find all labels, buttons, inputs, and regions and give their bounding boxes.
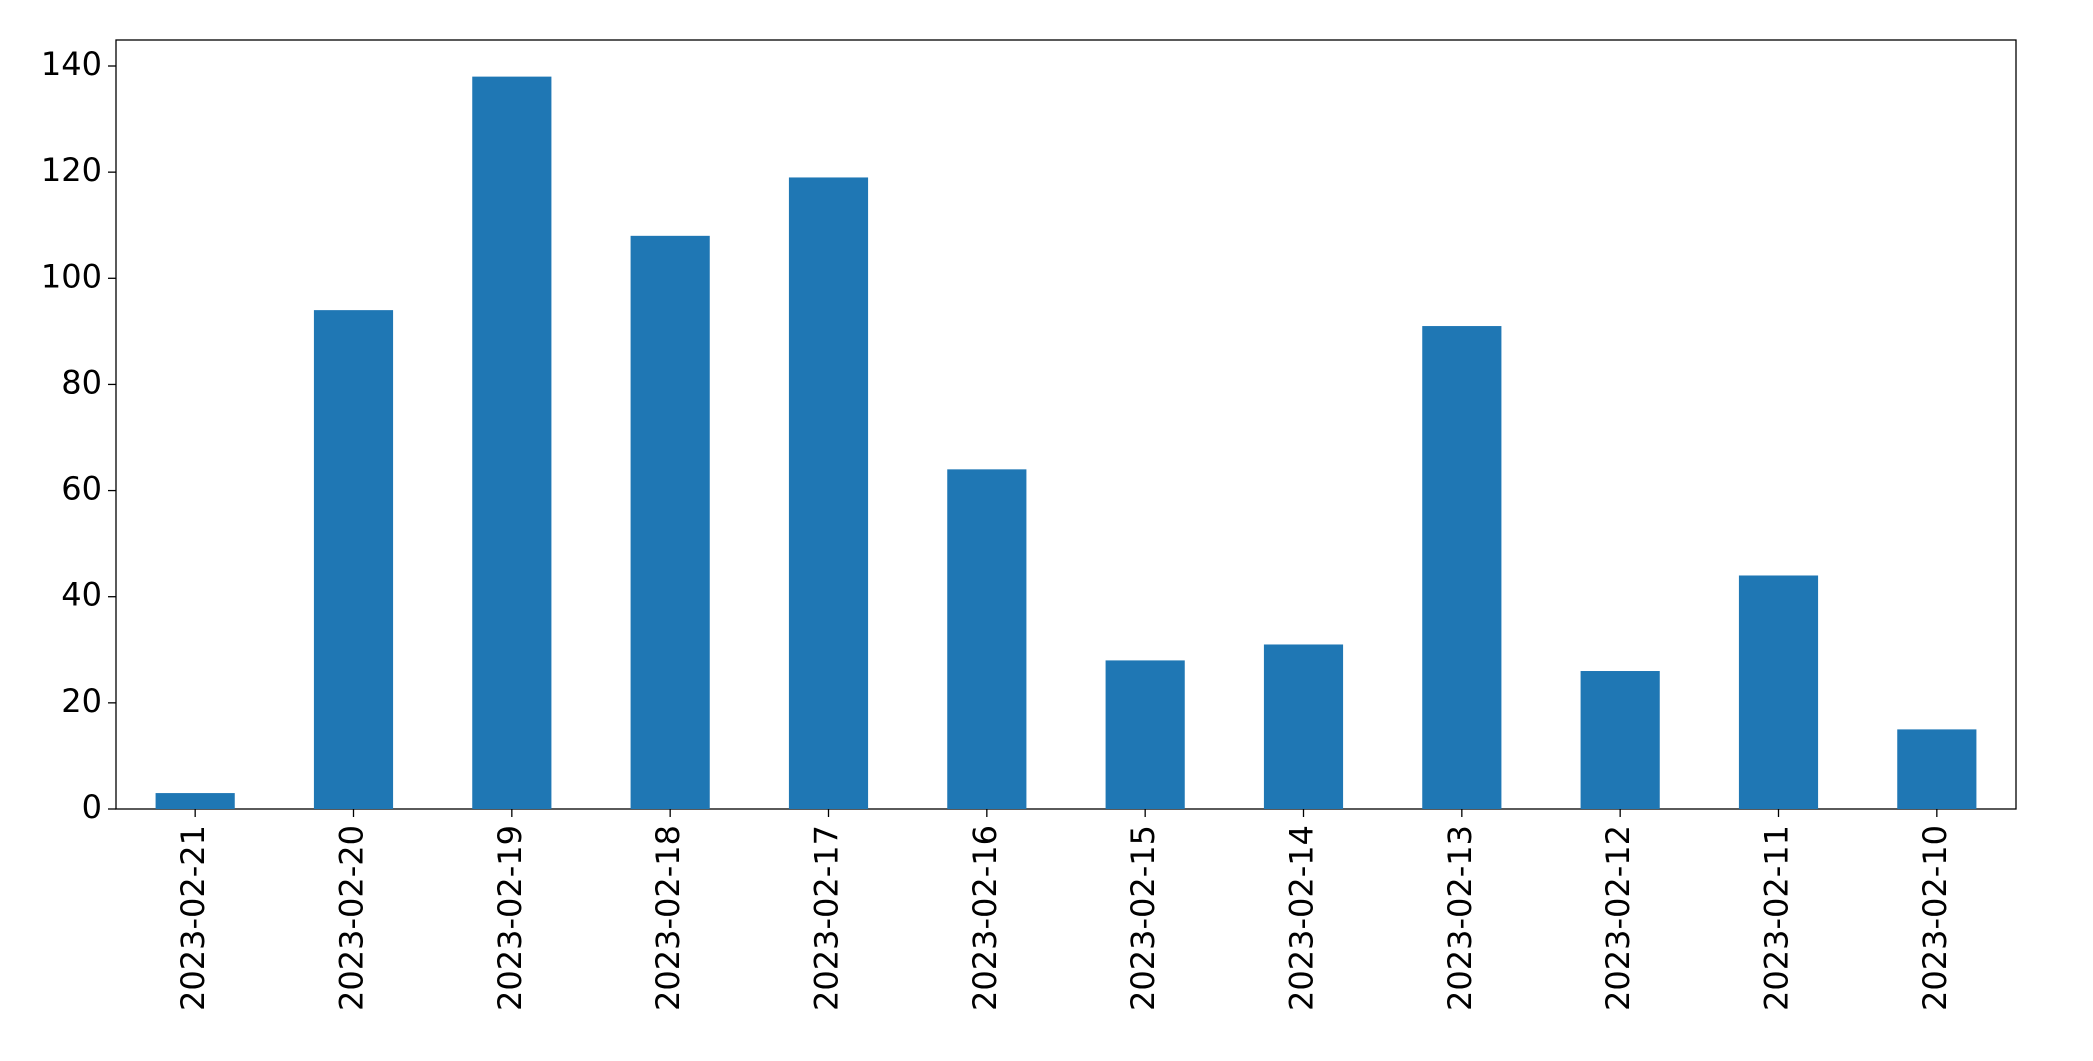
- bar: [947, 469, 1027, 809]
- bar: [1422, 326, 1502, 809]
- bar: [1580, 671, 1660, 809]
- x-tick-label: 2023-02-16: [966, 825, 1004, 1011]
- bar: [1897, 729, 1977, 809]
- x-tick-label: 2023-02-20: [333, 825, 371, 1011]
- bar: [1263, 644, 1344, 809]
- x-tick-label: 2023-02-13: [1441, 825, 1479, 1011]
- bar: [313, 310, 394, 809]
- y-tick-label: 100: [41, 257, 102, 295]
- x-tick-label: 2023-02-12: [1599, 825, 1637, 1011]
- y-tick-label: 40: [61, 576, 102, 614]
- y-tick-label: 120: [41, 151, 102, 189]
- y-tick-label: 80: [61, 363, 102, 401]
- x-tick-label: 2023-02-10: [1916, 825, 1954, 1011]
- x-tick-label: 2023-02-15: [1124, 825, 1162, 1011]
- x-tick-label: 2023-02-19: [491, 825, 529, 1011]
- y-tick-label: 0: [82, 788, 102, 826]
- y-tick-label: 140: [41, 45, 102, 83]
- bar: [630, 235, 710, 810]
- bar: [788, 177, 869, 809]
- bar: [1738, 575, 1819, 809]
- plot-frame: [115, 39, 2017, 810]
- x-tick-label: 2023-02-11: [1758, 825, 1796, 1011]
- y-tick-label: 60: [61, 470, 102, 508]
- x-tick-label: 2023-02-18: [649, 825, 687, 1011]
- y-tick-label: 20: [61, 682, 102, 720]
- bar: [1105, 660, 1185, 809]
- x-tick-label: 2023-02-17: [808, 825, 846, 1011]
- bar: [472, 76, 552, 810]
- x-tick-label: 2023-02-21: [174, 825, 212, 1011]
- bar: [155, 793, 235, 809]
- x-tick-label: 2023-02-14: [1283, 825, 1321, 1011]
